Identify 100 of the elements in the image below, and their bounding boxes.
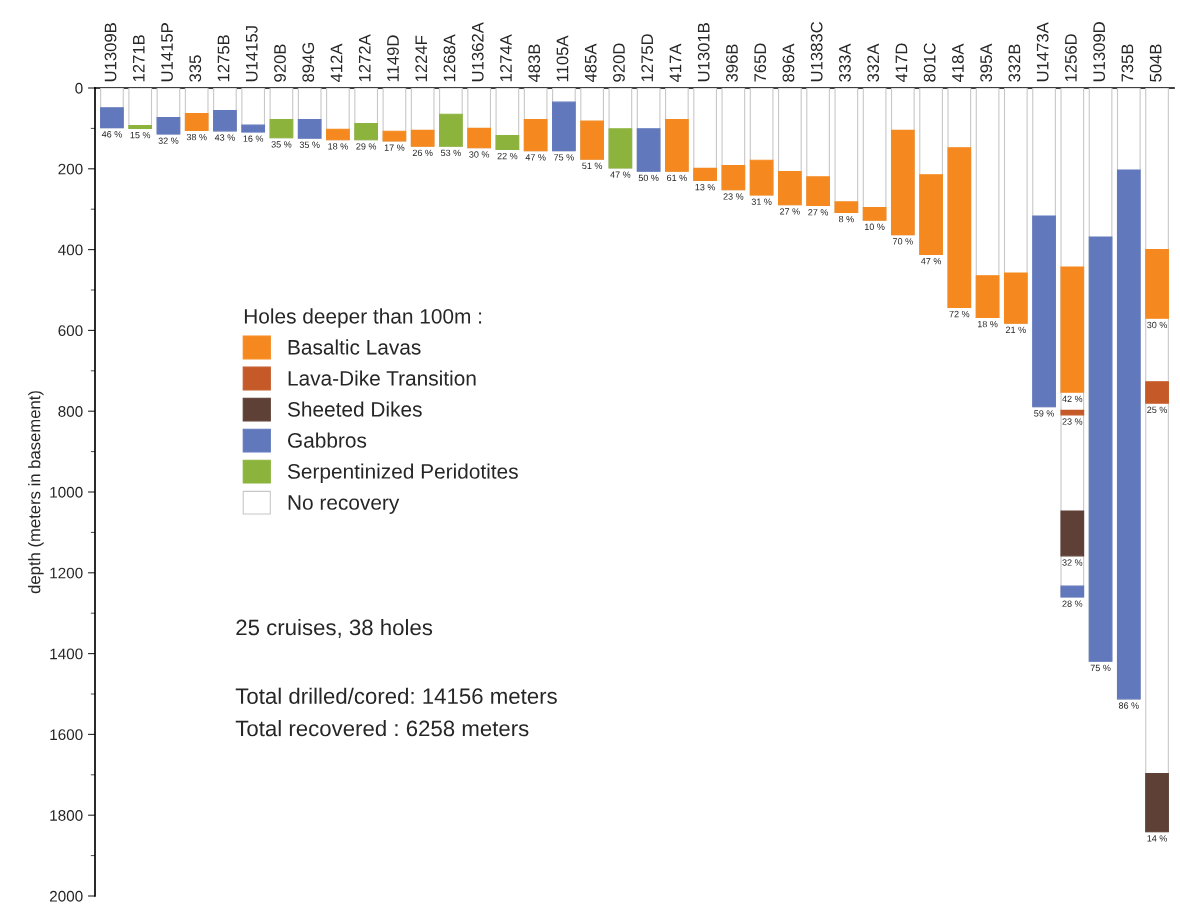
- x-tick-label: 1272A: [358, 34, 371, 82]
- annotation: 61 %: [667, 174, 687, 182]
- annotation: Total drilled/cored: 14156 meters: [235, 687, 557, 705]
- x-tick-label: 920B: [274, 44, 286, 82]
- x-tick-label: 1274A: [500, 34, 512, 82]
- annotation: 8 %: [838, 215, 854, 223]
- x-tick-label: U1309D: [1093, 22, 1106, 82]
- annotation: 29 %: [356, 143, 377, 150]
- bar: [213, 110, 237, 132]
- y-tick-label: 1000: [50, 486, 83, 498]
- bar: [495, 135, 520, 150]
- bar: [749, 159, 774, 196]
- x-tick-label: 504B: [1149, 44, 1162, 82]
- x-tick-label: 483B: [528, 44, 541, 83]
- legend-label: No recovery: [288, 495, 400, 514]
- bar: [184, 112, 209, 131]
- x-tick-label: 1105A: [556, 35, 569, 82]
- bar: [1003, 272, 1028, 324]
- bar: [975, 275, 1000, 319]
- bar: [326, 128, 350, 141]
- x-tick-label: 1275B: [217, 35, 230, 82]
- bar: [777, 171, 802, 206]
- annotation: 47 %: [921, 257, 942, 265]
- annotation: 18 %: [977, 320, 998, 328]
- bar: [241, 124, 266, 133]
- annotation: 15 %: [130, 131, 151, 139]
- annotation: 59 %: [1034, 410, 1055, 417]
- bar: [806, 176, 830, 207]
- annotation: 32 %: [158, 137, 179, 144]
- x-tick-label: 1224F: [415, 35, 427, 82]
- x-tick-label: 920D: [613, 43, 625, 82]
- annotation: 75 %: [1090, 664, 1111, 672]
- y-tick-label: 600: [58, 325, 83, 337]
- annotation: 21 %: [1005, 326, 1026, 333]
- x-tick-label: 418A: [952, 43, 964, 83]
- legend-label: Lava-Dike Transition: [288, 370, 476, 386]
- annotation: 42 %: [1062, 395, 1083, 403]
- y-tick-label: 1600: [50, 729, 83, 741]
- annotation: 26 %: [412, 149, 433, 157]
- annotation: 35 %: [271, 141, 292, 148]
- annotation: 86 %: [1118, 702, 1139, 709]
- x-tick-label: 896A: [782, 43, 795, 82]
- legend-label: Sheeted Dikes: [287, 401, 422, 417]
- annotation: 47 %: [525, 154, 546, 161]
- annotation: 14 %: [1147, 835, 1168, 842]
- x-tick-label: 485A: [584, 43, 597, 83]
- bar: [1145, 249, 1169, 319]
- bar: [410, 129, 435, 147]
- x-tick-label: U1301B: [697, 23, 710, 82]
- bar: [834, 201, 859, 213]
- annotation: 13 %: [695, 183, 716, 191]
- bar: [862, 207, 887, 221]
- annotation: 23 %: [1062, 418, 1083, 425]
- annotation: 46 %: [101, 131, 122, 138]
- annotation: 10 %: [864, 223, 885, 230]
- legend-label: Serpentinized Peridotites: [287, 463, 518, 483]
- annotation: 32 %: [1062, 559, 1083, 566]
- x-tick-label: 332A: [867, 43, 880, 82]
- bar: [636, 128, 661, 172]
- y-tick-label: 400: [58, 244, 83, 256]
- annotation: 75 %: [554, 154, 574, 161]
- y-tick-label: 200: [58, 163, 83, 175]
- bar: [890, 129, 915, 236]
- annotation: 72 %: [949, 310, 970, 318]
- bar: [1060, 266, 1085, 393]
- annotation: 38 %: [186, 133, 207, 141]
- annotation: 51 %: [582, 162, 603, 169]
- y-tick-label: 1400: [50, 648, 83, 660]
- legend-label: Basaltic Lavas: [288, 339, 421, 355]
- x-tick-label: 1149D: [387, 35, 399, 82]
- y-tick-label: 1200: [50, 567, 83, 579]
- legend-label: Gabbros: [288, 432, 367, 448]
- bar: [665, 118, 689, 172]
- bar: [128, 125, 153, 129]
- bar: [693, 167, 717, 182]
- bar: [1145, 381, 1169, 404]
- x-tick-label: 765D: [754, 43, 767, 82]
- annotation: Total recovered : 6258 meters: [235, 720, 529, 737]
- bar: [608, 128, 633, 169]
- y-axis-title: depth (meters in basement): [28, 391, 44, 594]
- bar: [467, 127, 492, 149]
- x-tick-label: 1268A: [443, 34, 456, 82]
- bar: [439, 113, 463, 147]
- x-tick-label: 335: [189, 55, 202, 82]
- x-tick-label: U1415P: [161, 23, 173, 82]
- x-tick-label: U1415J: [246, 26, 258, 82]
- annotation: 27 %: [780, 208, 800, 215]
- x-tick-label: U1362A: [471, 22, 484, 82]
- x-tick-label: 412A: [330, 43, 343, 83]
- x-tick-label: 1271B: [132, 35, 145, 82]
- x-tick-label: 894G: [302, 42, 315, 82]
- bar: [1060, 585, 1085, 598]
- x-tick-label: 395A: [980, 43, 993, 82]
- annotation: 43 %: [214, 134, 235, 141]
- bar: [156, 116, 181, 135]
- annotation: 30 %: [1147, 321, 1168, 329]
- x-tick-label: 396B: [726, 44, 738, 82]
- annotation: 30 %: [469, 151, 490, 158]
- x-tick-label: 1256D: [1064, 34, 1077, 82]
- bar: [1145, 773, 1169, 833]
